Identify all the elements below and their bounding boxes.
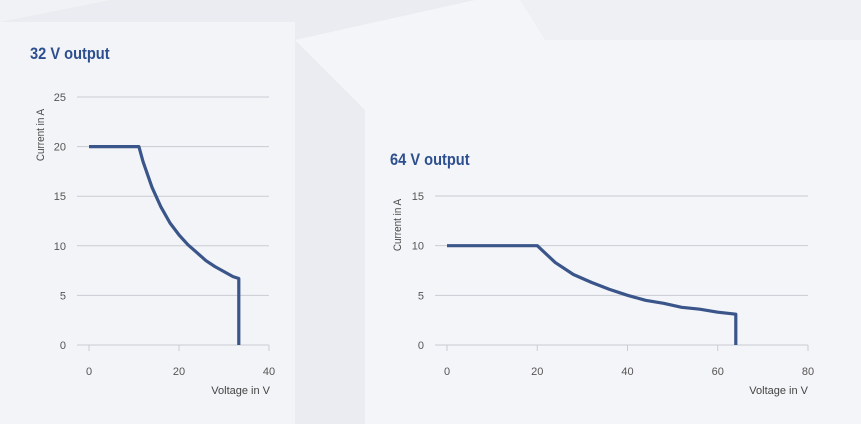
x-tick-label: 40 [621,366,633,378]
y-tick-label: 15 [54,191,66,203]
x-tick-label: 40 [263,366,275,378]
series-line [447,244,738,345]
chart-title: 32 V output [30,44,110,63]
x-tick-label: 0 [86,366,92,378]
y-tick-label: 5 [60,290,66,302]
series-line [89,145,241,345]
y-tick-label: 5 [418,290,424,302]
y-tick-label: 25 [54,92,66,104]
y-tick-label: 15 [412,191,424,203]
x-tick-label: 20 [173,366,185,378]
x-tick-label: 0 [444,366,450,378]
y-tick-label: 10 [54,241,66,253]
x-tick-label: 60 [712,366,724,378]
y-tick-label: 20 [54,142,66,154]
x-axis-label: Voltage in V [749,385,808,397]
y-tick-label: 10 [412,241,424,253]
y-tick-label: 0 [60,340,66,352]
chart-title: 64 V output [390,150,470,169]
x-axis-label: Voltage in V [211,385,270,397]
y-tick-label: 0 [418,340,424,352]
x-tick-label: 20 [531,366,543,378]
x-tick-label: 80 [802,366,814,378]
